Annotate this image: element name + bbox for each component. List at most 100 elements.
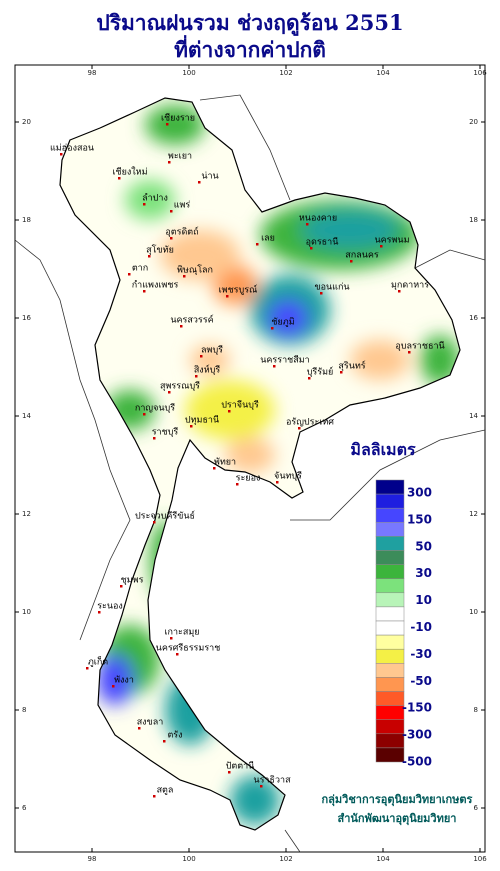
legend-label: -30	[410, 647, 432, 661]
city-marker	[120, 585, 123, 588]
legend-swatch	[375, 747, 405, 763]
place-name: ราชบุรี	[152, 427, 179, 438]
city-marker	[276, 481, 279, 484]
legend-swatch	[375, 691, 405, 706]
lon-label: 104	[376, 69, 390, 77]
city-marker	[306, 223, 309, 226]
city-marker	[148, 255, 151, 258]
lat-label: 14	[469, 412, 478, 420]
place-name: ลำปาง	[142, 193, 168, 204]
place-name: เชียงใหม่	[112, 167, 147, 178]
city-marker	[153, 795, 156, 798]
lat-label: 10	[22, 608, 31, 616]
lat-label: 8	[22, 706, 26, 714]
place-name: ขอนแก่น	[314, 283, 349, 293]
title: ที่ต่างจากค่าปกติ	[174, 34, 326, 62]
legend-label: -500	[402, 755, 432, 769]
city-marker	[138, 727, 141, 730]
city-marker	[350, 260, 353, 263]
legend-swatch	[375, 522, 405, 537]
legend-swatch	[375, 677, 405, 692]
place-name: มุกดาหาร	[391, 281, 429, 291]
legend-label: 10	[415, 593, 432, 607]
place-name: ภูเก็ต	[88, 655, 108, 668]
title: ปริมาณฝนรวม ช่วงฤดูร้อน 2551	[96, 10, 403, 37]
legend-label: -10	[410, 620, 432, 634]
legend-label: 30	[415, 566, 432, 580]
legend-swatch	[375, 663, 405, 678]
neighbor-borders	[14, 94, 486, 853]
place-name: สงขลา	[137, 718, 164, 728]
credit: กลุ่มวิชาการอุตุนิยมวิทยาเกษตร	[322, 793, 473, 807]
lat-label: 6	[474, 804, 479, 812]
place-name: ชัยภูมิ	[271, 317, 294, 328]
city-marker	[236, 483, 239, 486]
city-marker	[143, 203, 146, 206]
lon-label: 100	[182, 855, 195, 863]
city-marker	[198, 181, 201, 184]
city-marker	[168, 161, 171, 164]
city-marker	[200, 355, 203, 358]
city-marker	[228, 410, 231, 413]
place-name: พะเยา	[168, 152, 192, 162]
city-marker	[190, 425, 193, 428]
credit: สำนักพัฒนาอุตุนิยมวิทยา	[338, 812, 457, 826]
city-marker	[228, 771, 231, 774]
place-name: พังงา	[114, 676, 134, 686]
place-name: ปทุมธานี	[185, 415, 219, 426]
place-name: เพชรบูรณ์	[219, 284, 258, 296]
place-name: หนองคาย	[299, 214, 337, 224]
city-marker	[271, 327, 274, 330]
city-marker	[195, 375, 198, 378]
legend-label: 50	[415, 539, 432, 553]
city-marker	[273, 365, 276, 368]
legend-swatch	[375, 620, 405, 636]
legend-swatch	[375, 507, 405, 523]
place-name: สกลนคร	[345, 251, 379, 261]
lon-label: 98	[88, 855, 97, 863]
legend-swatch	[375, 606, 405, 622]
legend-title: มิลลิเมตร	[350, 440, 416, 459]
city-marker	[260, 785, 263, 788]
city-marker	[60, 153, 63, 156]
place-name: สุพรรณบุรี	[160, 381, 200, 392]
place-name: สตูล	[157, 786, 174, 796]
city-marker	[256, 243, 259, 246]
city-marker	[213, 467, 216, 470]
legend-swatch	[375, 719, 405, 735]
place-name: ลพบุรี	[201, 345, 223, 356]
city-marker	[180, 325, 183, 328]
city-marker	[170, 210, 173, 213]
city-marker	[226, 295, 229, 298]
lat-label: 6	[22, 804, 27, 812]
legend-label: -50	[410, 674, 432, 688]
place-name: น่าน	[201, 172, 218, 182]
city-marker	[86, 667, 89, 670]
lat-label: 10	[469, 608, 478, 616]
place-name: บุรีรัมย์	[307, 366, 334, 378]
legend-swatch	[375, 592, 405, 608]
place-name: สุโขทัย	[146, 245, 174, 256]
city-marker	[183, 275, 186, 278]
place-name: นครสวรรค์	[170, 314, 213, 326]
legend-label: 150	[407, 512, 432, 526]
city-marker	[380, 245, 383, 248]
legend-swatch	[375, 493, 405, 509]
city-marker	[308, 377, 311, 380]
place-name: ระยอง	[236, 474, 261, 484]
city-marker	[320, 292, 323, 295]
place-name: กำแพงเพชร	[132, 280, 179, 291]
place-name: กาญจนบุรี	[135, 403, 175, 414]
lat-label: 20	[22, 118, 31, 126]
map-frame	[14, 64, 486, 853]
city-marker	[153, 437, 156, 440]
legend-label: 300	[407, 486, 432, 500]
place-name: ระนอง	[97, 602, 123, 612]
legend-swatch	[375, 578, 405, 594]
city-marker	[98, 611, 101, 614]
legend-swatch	[375, 648, 405, 664]
legend-swatch	[375, 550, 405, 565]
lon-label: 106	[473, 855, 487, 863]
city-marker	[298, 427, 301, 430]
